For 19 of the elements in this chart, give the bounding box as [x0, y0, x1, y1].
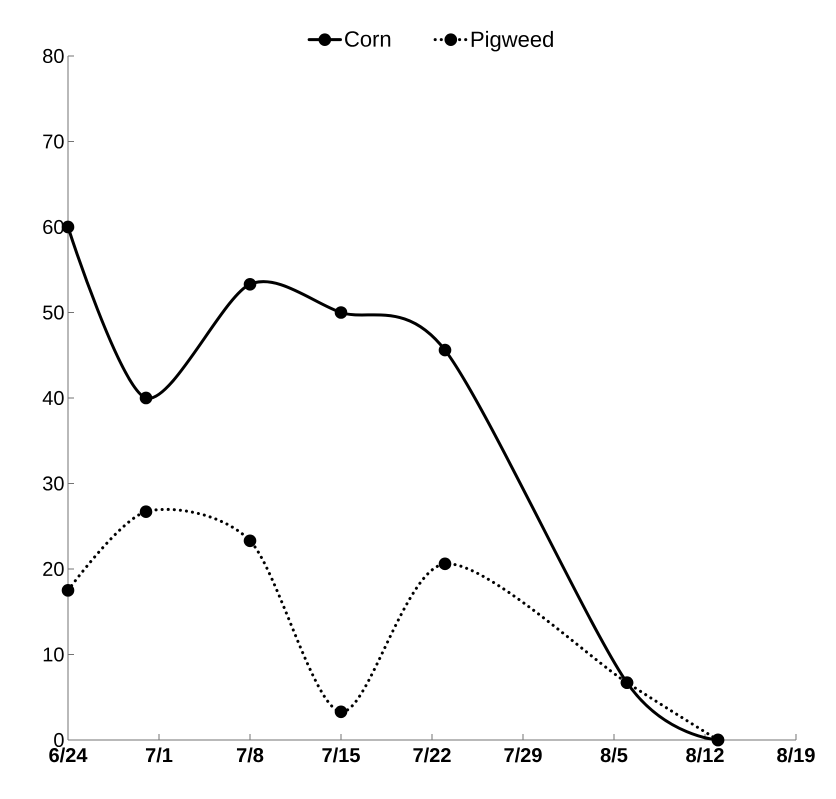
x-tick-label: 8/12 — [686, 748, 724, 762]
y-tick-label: 80 — [43, 48, 64, 64]
legend-label: Corn — [345, 31, 390, 47]
y-tick-label: 70 — [43, 134, 64, 149]
x-tick-label: 7/1 — [146, 748, 172, 762]
x-tick-label: 8/19 — [777, 748, 815, 762]
x-tick-label: 7/8 — [236, 748, 264, 762]
y-tick-label: 30 — [42, 476, 64, 491]
y-tick-label: 50 — [43, 305, 64, 320]
y-tick-label: 10 — [44, 647, 64, 662]
x-tick-label: 7/29 — [504, 748, 542, 762]
x-tick-label: 7/15 — [322, 748, 360, 762]
y-tick-label: 40 — [42, 390, 64, 406]
x-tick-label: 8/5 — [600, 748, 628, 762]
y-tick-label: 0 — [54, 732, 64, 748]
x-tick-label: 6/24 — [49, 748, 88, 762]
legend-label: Pigweed — [472, 30, 553, 52]
x-tick-label: 7/22 — [413, 748, 451, 762]
y-tick-label: 20 — [43, 562, 64, 576]
